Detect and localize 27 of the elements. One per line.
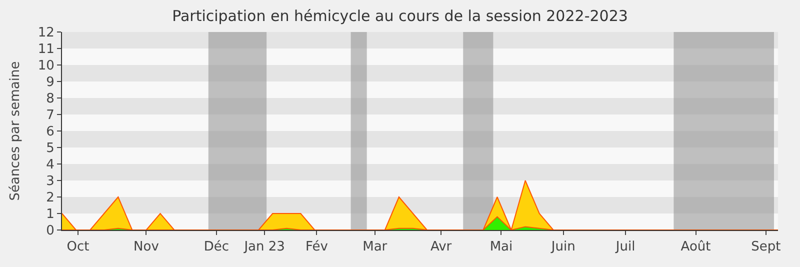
y-tick-label: 8	[46, 92, 54, 107]
x-tick-label: Avr	[430, 240, 452, 255]
y-tick-label: 11	[38, 42, 54, 58]
x-tick-label: Mai	[490, 240, 513, 255]
x-tick-label: Juin	[550, 240, 576, 255]
y-tick-label: 0	[46, 224, 54, 239]
x-tick-label: Fév	[305, 240, 328, 255]
y-tick-label: 9	[46, 75, 54, 90]
y-tick-label: 12	[38, 26, 54, 41]
x-tick-label: Juil	[614, 240, 636, 255]
y-axis-title: Séances par semaine	[8, 61, 23, 201]
y-tick-label: 3	[46, 174, 54, 190]
y-tick-label: 6	[46, 124, 54, 140]
x-tick-label: Déc	[204, 240, 230, 255]
y-tick-label: 1	[46, 207, 54, 222]
x-tick-label: Mar	[362, 240, 388, 255]
y-tick-label: 5	[46, 141, 54, 156]
x-tick-label: Nov	[134, 240, 160, 255]
x-tick-label: Jan 23	[243, 240, 285, 255]
x-tick-label: Août	[680, 240, 711, 255]
y-tick-label: 10	[38, 58, 54, 74]
y-tick-label: 2	[46, 190, 54, 206]
y-tick-label: 4	[46, 158, 54, 173]
x-tick-label: Sept	[751, 240, 781, 255]
chart-title: Participation en hémicycle au cours de la session 2022-2023	[172, 7, 628, 26]
x-tick-label: Oct	[66, 240, 90, 255]
y-tick-label: 7	[46, 108, 54, 124]
